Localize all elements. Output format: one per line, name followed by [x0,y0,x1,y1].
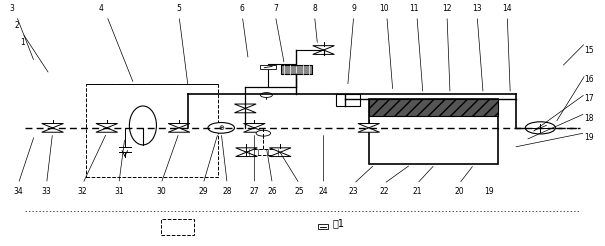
Circle shape [256,130,270,136]
Bar [86,84,218,177]
Bar [260,65,276,69]
Text: 27: 27 [249,187,259,196]
Text: 2: 2 [14,21,19,30]
Text: 11: 11 [409,4,419,13]
Polygon shape [96,128,117,132]
Circle shape [525,122,555,134]
Polygon shape [236,152,257,156]
Polygon shape [243,128,265,132]
Text: 32: 32 [78,187,88,196]
Polygon shape [96,123,117,128]
Polygon shape [313,46,335,50]
Text: 图1: 图1 [333,218,345,228]
Polygon shape [269,148,291,152]
Text: 8: 8 [312,4,317,13]
Bar [281,65,312,74]
Polygon shape [236,148,257,152]
Text: 13: 13 [473,4,482,13]
Text: 9: 9 [352,4,356,13]
Text: 29: 29 [198,187,208,196]
Polygon shape [235,104,256,108]
Text: 17: 17 [584,94,594,103]
Text: 28: 28 [223,187,232,196]
Text: 24: 24 [319,187,329,196]
Polygon shape [168,128,190,132]
Bar [368,99,499,116]
Ellipse shape [129,106,157,145]
Text: 15: 15 [584,46,594,55]
Bar [247,149,280,155]
Text: 21: 21 [412,187,422,196]
Polygon shape [42,123,64,128]
Text: 25: 25 [295,187,304,196]
Text: 16: 16 [584,75,594,84]
Text: 12: 12 [442,4,452,13]
Text: 22: 22 [379,187,388,196]
Text: 4: 4 [99,4,103,13]
Text: 14: 14 [502,4,512,13]
Text: 34: 34 [13,187,23,196]
Text: 18: 18 [584,114,594,123]
Polygon shape [42,128,64,132]
Text: ⊕: ⊕ [218,125,224,131]
Polygon shape [313,50,335,54]
Text: 23: 23 [349,187,359,196]
Text: 26: 26 [267,187,277,196]
Bar [161,219,194,235]
Polygon shape [243,123,265,128]
Polygon shape [235,108,256,113]
Polygon shape [269,152,291,156]
Text: 30: 30 [156,187,166,196]
Text: 3: 3 [9,4,14,13]
Circle shape [260,92,272,97]
Polygon shape [358,128,379,132]
Text: 19: 19 [485,187,494,196]
Circle shape [208,123,235,133]
Text: 5: 5 [177,4,182,13]
Polygon shape [168,123,190,128]
Text: 33: 33 [42,187,51,196]
Bar [368,99,499,164]
Text: 31: 31 [114,187,123,196]
Text: 20: 20 [454,187,464,196]
Text: 19: 19 [584,133,594,142]
Polygon shape [358,123,379,128]
Text: 1: 1 [20,38,25,47]
Text: 7: 7 [273,4,278,13]
Text: 10: 10 [379,4,388,13]
Bar [318,224,329,229]
Bar [336,94,360,106]
Text: 6: 6 [240,4,244,13]
